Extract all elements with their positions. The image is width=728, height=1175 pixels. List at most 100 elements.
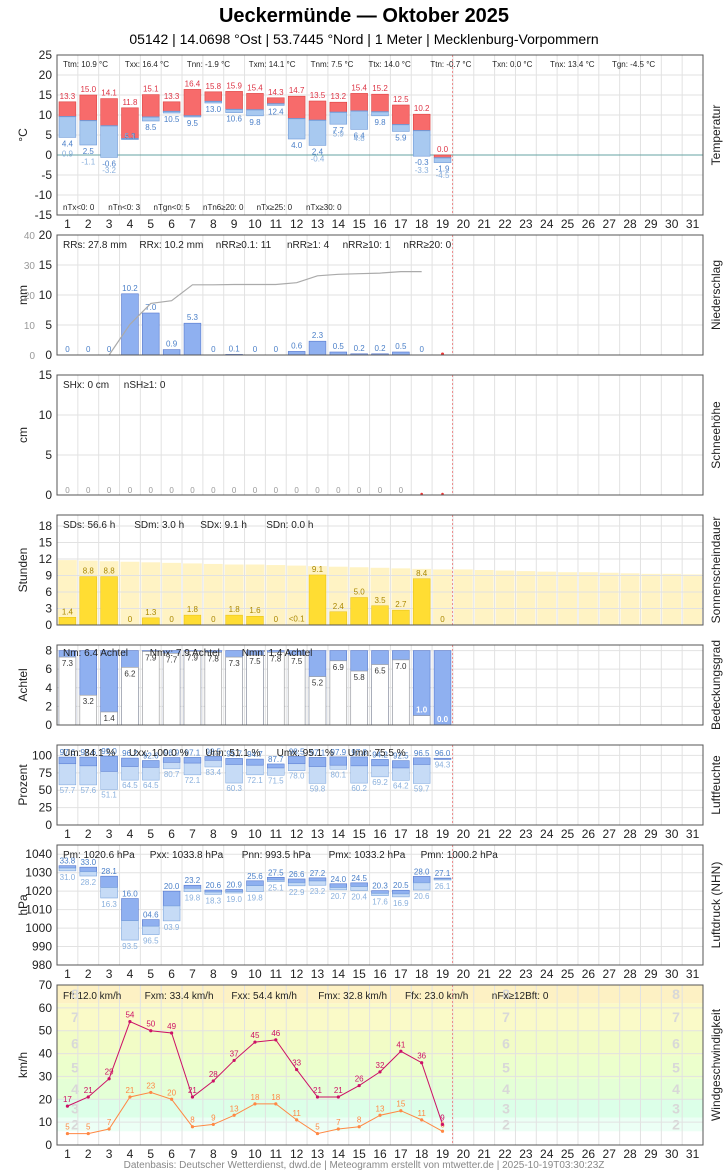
- cloud-value: 7.7: [166, 655, 178, 664]
- humidity-min-value: 60.2: [351, 784, 367, 793]
- day-label: 21: [478, 967, 492, 981]
- humidity-upper-bar: [142, 760, 160, 768]
- snow-value: 0: [253, 486, 258, 495]
- sunshine-value: 8.4: [416, 569, 428, 578]
- humidity-max-value: 94.2: [372, 750, 388, 759]
- day-label: 3: [106, 1147, 113, 1161]
- stat-label: Tgn: -4.5 °C: [612, 60, 655, 69]
- pressure-max-value: 26.6: [289, 870, 305, 879]
- pressure-min-value: 19.8: [185, 894, 201, 903]
- y-tick-label: 10: [39, 408, 53, 422]
- y-tick-label: 1000: [25, 921, 52, 935]
- y-tick-label: 10: [39, 288, 53, 302]
- y-tick-label: 0: [45, 818, 52, 832]
- tground-value: 0.9: [62, 149, 74, 158]
- y-tick-label: 1010: [25, 903, 52, 917]
- day-label: 30: [665, 827, 679, 841]
- wind-gust-value: 36: [417, 1052, 426, 1061]
- y-tick-label: 25: [39, 48, 53, 62]
- pressure-lower-bar: [162, 905, 181, 922]
- day-label: 13: [311, 1147, 325, 1161]
- wind-mean-point: [295, 1118, 299, 1122]
- day-label: 19: [436, 217, 450, 231]
- day-label: 22: [498, 1147, 512, 1161]
- sunshine-value: <0.1: [289, 615, 305, 624]
- y-tick-label: 0: [45, 1138, 52, 1152]
- wind-mean-value: 18: [251, 1093, 260, 1102]
- possible-sun-bar: [120, 561, 140, 625]
- tmax-value: 15.4: [247, 83, 263, 92]
- wind-mean-point: [315, 1131, 320, 1136]
- tmin-value: 7.7: [333, 126, 345, 135]
- day-label: 24: [540, 217, 554, 231]
- day-label: 29: [644, 217, 658, 231]
- day-label: 26: [582, 1147, 596, 1161]
- y-tick-label: 0: [45, 148, 52, 162]
- day-label: 21: [478, 1147, 492, 1161]
- possible-sun-bar: [683, 574, 702, 625]
- y-tick-label: 100: [32, 748, 52, 762]
- y-tick-label: 3: [45, 602, 52, 616]
- beaufort-label: 8: [672, 986, 680, 1002]
- stat-label: nRR≥20: 0: [403, 240, 451, 251]
- day-label: 1: [64, 967, 71, 981]
- day-label: 22: [498, 967, 512, 981]
- possible-sun-bar: [558, 572, 577, 625]
- possible-sun-bar: [620, 573, 640, 625]
- day-label: 10: [248, 1147, 262, 1161]
- possible-sun-bar: [641, 573, 661, 625]
- day-label: 1: [64, 827, 71, 841]
- y-tick-label: 8: [45, 644, 52, 658]
- pressure-upper-bar: [100, 875, 118, 888]
- humidity-min-value: 57.6: [80, 786, 96, 795]
- day-label: 6: [168, 827, 175, 841]
- pressure-min-value: 19.0: [226, 895, 242, 904]
- day-label: 29: [644, 967, 658, 981]
- day-label: 17: [394, 217, 408, 231]
- pressure-min-value: 18.3: [206, 896, 222, 905]
- snow-value: 0: [169, 486, 174, 495]
- stat-label: Pnn: 993.5 hPa: [242, 850, 311, 861]
- humidity-min-value: 64.5: [122, 781, 138, 790]
- beaufort-label: 7: [672, 1009, 680, 1025]
- day-label: 20: [457, 1147, 471, 1161]
- beaufort-label: 5: [71, 1059, 79, 1075]
- stat-label: nTn<0: 3: [108, 203, 140, 212]
- humidity-min-value: 72.1: [185, 776, 201, 785]
- pressure-min-value: 93.5: [122, 942, 138, 951]
- y-tick-label: 4: [45, 681, 52, 695]
- possible-sun-bar: [495, 570, 515, 625]
- day-label: 24: [540, 967, 554, 981]
- tground-value: -3.2: [102, 166, 116, 175]
- pressure-max-value: 24.0: [331, 875, 347, 884]
- wind-gust-point: [107, 1077, 111, 1081]
- y-tick-label: 50: [39, 783, 53, 797]
- wind-mean-point: [357, 1125, 361, 1129]
- pressure-max-value: 24.5: [351, 874, 367, 883]
- humidity-upper-bar: [79, 756, 97, 767]
- wind-gust-value: 21: [188, 1086, 197, 1095]
- pressure-max-value: 25.6: [247, 872, 263, 881]
- wind-mean-point: [274, 1102, 278, 1106]
- snow-value: 0: [149, 486, 154, 495]
- humidity-min-value: 78.0: [289, 772, 305, 781]
- day-label: 28: [623, 1147, 637, 1161]
- wind-mean-point: [253, 1102, 257, 1106]
- sunshine-value: 0: [211, 615, 216, 624]
- tmax-value: 15.4: [351, 83, 367, 92]
- pressure-min-value: 16.3: [101, 900, 117, 909]
- y-tick-label: 25: [39, 801, 53, 815]
- day-label: 4: [127, 827, 134, 841]
- humidity-min-value: 59.7: [414, 784, 430, 793]
- humidity-upper-bar: [267, 763, 285, 769]
- tmin-value: 5.9: [395, 133, 407, 142]
- day-label: 12: [290, 1147, 304, 1161]
- stat-label: Pm: 1020.6 hPa: [63, 850, 135, 861]
- tmin-value: 12.4: [268, 107, 284, 116]
- panel-title: Sonnenscheindauer: [709, 517, 723, 624]
- tmax-bar: [142, 94, 160, 118]
- y2-tick-label: 0: [29, 351, 35, 362]
- pressure-min-value: 20.4: [351, 892, 367, 901]
- beaufort-band: [57, 1055, 703, 1079]
- tground-value: -0.4: [311, 155, 325, 164]
